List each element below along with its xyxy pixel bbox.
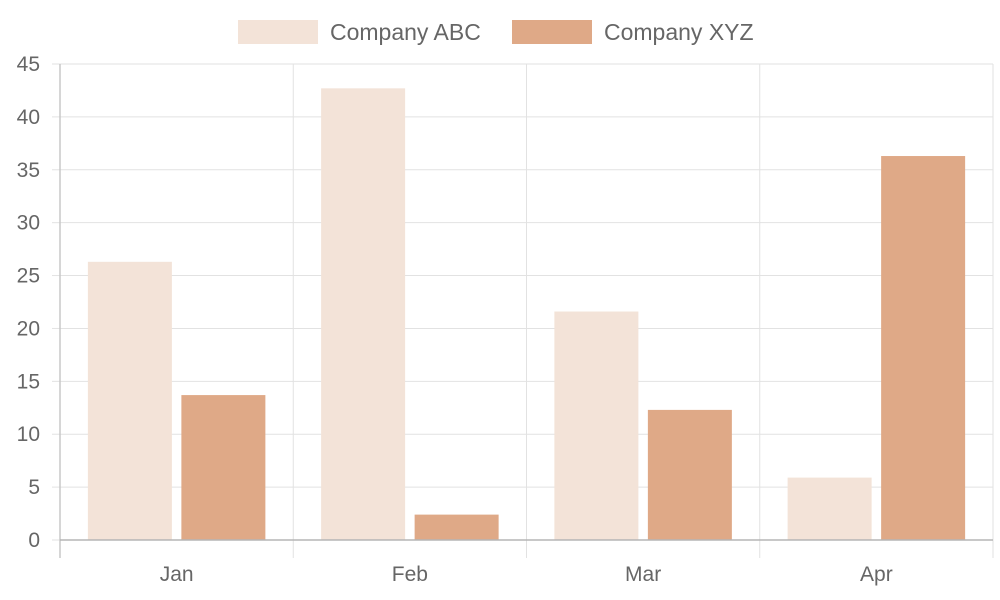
x-tick-label: Feb (392, 563, 428, 586)
y-tick-label: 25 (17, 265, 40, 288)
grid-lines (52, 63, 994, 558)
axes (59, 64, 993, 558)
x-tick-label: Jan (160, 563, 194, 586)
x-tick-label: Mar (625, 563, 661, 586)
x-axis-ticks: Jan Feb Mar Apr (160, 563, 893, 586)
y-tick-label: 15 (17, 370, 40, 393)
legend-label-company-abc[interactable]: Company ABC (330, 19, 481, 45)
bar-company-xyz-jan (181, 395, 266, 540)
y-tick-label: 45 (17, 53, 40, 76)
bar-company-abc-jan (87, 261, 172, 540)
y-tick-label: 40 (17, 106, 40, 129)
y-axis-ticks: 0 5 10 15 20 25 30 35 40 45 (17, 53, 40, 552)
legend[interactable]: Company ABC Company XYZ (238, 19, 754, 45)
y-tick-label: 5 (28, 476, 40, 499)
bars (87, 88, 966, 540)
x-tick-label: Apr (860, 563, 893, 586)
y-tick-label: 20 (17, 317, 40, 340)
bar-company-abc-apr (787, 477, 872, 540)
y-tick-label: 35 (17, 159, 40, 182)
bar-company-xyz-mar (647, 409, 732, 540)
bar-company-abc-mar (554, 311, 639, 540)
y-tick-label: 30 (17, 212, 40, 235)
legend-label-company-xyz[interactable]: Company XYZ (604, 19, 754, 45)
bar-company-xyz-feb (414, 514, 499, 540)
bar-company-abc-feb (321, 88, 406, 540)
bar-company-xyz-apr (881, 156, 966, 540)
y-tick-label: 10 (17, 423, 40, 446)
legend-swatch-company-xyz[interactable] (512, 20, 592, 44)
legend-swatch-company-abc[interactable] (238, 20, 318, 44)
y-tick-label: 0 (28, 529, 40, 552)
